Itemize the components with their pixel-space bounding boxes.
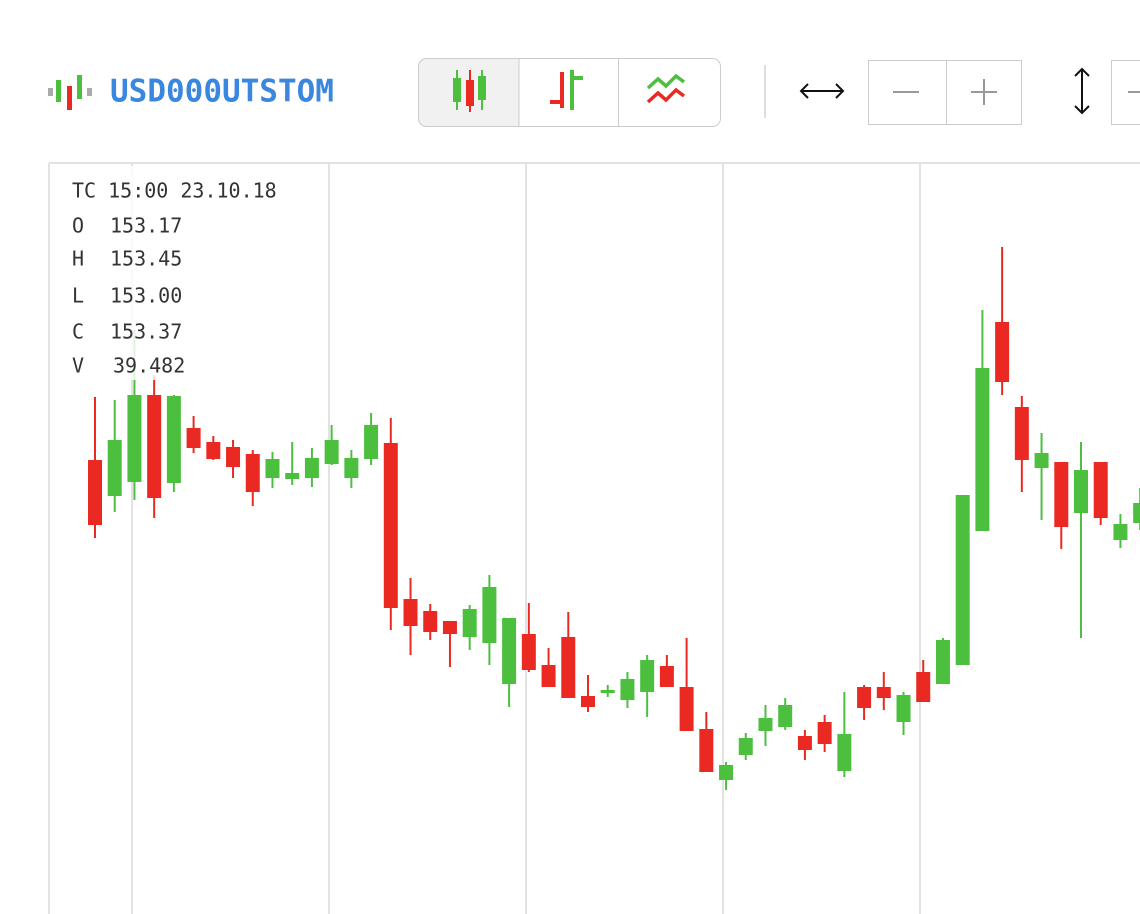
candle-body bbox=[265, 459, 280, 478]
info-panel: TC 15:00 23.10.18 O 153.17 H 153.45 L 153.00 C… bbox=[72, 179, 277, 378]
candle-body bbox=[403, 599, 418, 626]
candle-body bbox=[679, 687, 694, 731]
zoom-in[interactable] bbox=[971, 79, 997, 105]
candle-body bbox=[462, 609, 477, 637]
info-label: H bbox=[72, 247, 84, 271]
candles-icon bbox=[453, 70, 486, 112]
candle-body bbox=[364, 425, 379, 459]
candle-body bbox=[383, 443, 398, 608]
info-label: V bbox=[72, 354, 84, 378]
candle-body bbox=[699, 729, 714, 772]
candle-body bbox=[561, 637, 576, 698]
candle-body bbox=[107, 440, 122, 496]
info-label: L bbox=[72, 284, 84, 308]
candle-body bbox=[797, 736, 812, 750]
candle-body bbox=[620, 679, 635, 700]
chart-type-group bbox=[418, 58, 721, 127]
candle-body bbox=[206, 442, 221, 459]
candle-body bbox=[955, 495, 970, 665]
candle-body bbox=[324, 440, 339, 464]
candle-body bbox=[482, 587, 497, 643]
info-backdrop bbox=[52, 166, 302, 380]
candle-body bbox=[541, 665, 556, 687]
candle-body bbox=[896, 695, 911, 722]
horizontal-scale-icon bbox=[799, 83, 845, 99]
candle-body bbox=[1113, 524, 1128, 540]
candle-body bbox=[719, 765, 734, 780]
candle-body bbox=[521, 634, 536, 670]
candle-body bbox=[1133, 503, 1140, 523]
candle-body bbox=[738, 738, 753, 755]
candle-body bbox=[1014, 407, 1029, 460]
candle-body bbox=[442, 621, 457, 634]
candle-body bbox=[147, 395, 162, 498]
line-icon[interactable] bbox=[646, 73, 686, 104]
logo bbox=[48, 75, 92, 110]
candle-body bbox=[659, 666, 674, 687]
candle-body bbox=[837, 734, 852, 771]
candle-body bbox=[758, 718, 773, 731]
info-label: O bbox=[72, 214, 84, 238]
ticker: USD000UTSTOM bbox=[110, 74, 334, 110]
candle-body bbox=[304, 458, 319, 478]
vertical-scale-icon bbox=[1074, 67, 1090, 115]
info-label: C bbox=[72, 320, 84, 344]
candle-body bbox=[344, 458, 359, 478]
candle-body bbox=[1093, 462, 1108, 518]
candle-body bbox=[975, 368, 990, 531]
candle-body bbox=[186, 428, 201, 448]
candle-body bbox=[778, 705, 793, 727]
candle-body bbox=[876, 687, 891, 698]
candle-body bbox=[245, 454, 260, 492]
candle-body bbox=[423, 611, 438, 632]
candle-body bbox=[502, 618, 517, 684]
candle-body bbox=[1034, 453, 1049, 468]
plot-frame bbox=[48, 162, 1140, 914]
candle-body bbox=[935, 640, 950, 684]
candle-body bbox=[166, 396, 181, 483]
info-value: 153.00 bbox=[110, 284, 182, 308]
candle-body bbox=[1054, 462, 1069, 527]
candle-body bbox=[817, 722, 832, 744]
candle-body bbox=[1074, 470, 1088, 513]
candle-body bbox=[857, 687, 872, 708]
candle-body bbox=[600, 690, 615, 693]
info-value: 39.482 bbox=[113, 354, 185, 378]
horizontal-zoom bbox=[868, 60, 1022, 125]
bars-icon[interactable] bbox=[550, 70, 583, 110]
candles bbox=[88, 247, 1140, 790]
candle-body bbox=[226, 447, 241, 467]
info-value: 153.37 bbox=[110, 320, 182, 344]
candle-body bbox=[127, 395, 142, 482]
info-value: 153.45 bbox=[110, 247, 182, 271]
info-time: TC 15:00 23.10.18 bbox=[72, 179, 277, 203]
candle-body bbox=[640, 660, 655, 692]
candle-body bbox=[581, 696, 595, 707]
candle-body bbox=[916, 672, 931, 702]
candle-body bbox=[995, 322, 1010, 382]
candle-body bbox=[88, 460, 102, 525]
info-value: 153.17 bbox=[110, 214, 182, 238]
candle-body bbox=[285, 473, 300, 479]
